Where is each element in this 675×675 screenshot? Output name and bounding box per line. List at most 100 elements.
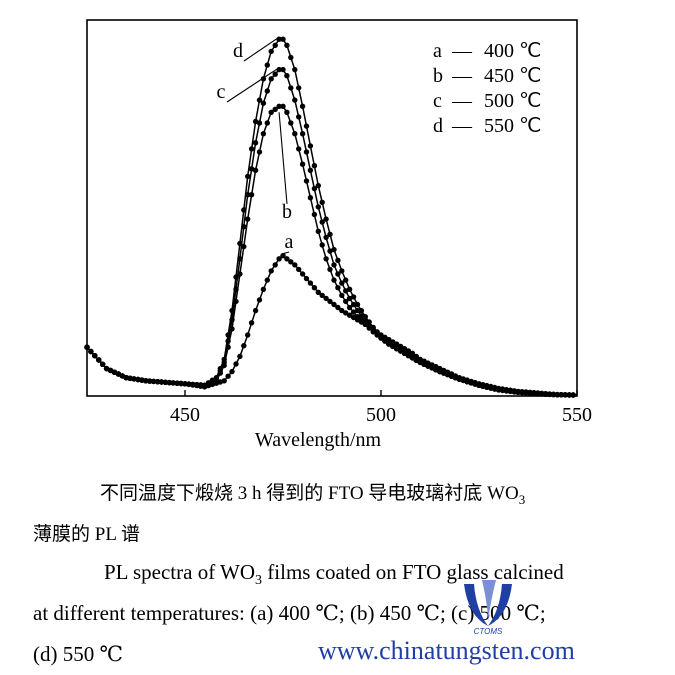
series-point-d xyxy=(511,389,517,395)
annotation-leader-d xyxy=(243,36,280,62)
series-point-d xyxy=(170,380,176,386)
series-point-d xyxy=(519,389,525,396)
series-point-b xyxy=(335,285,341,291)
series-point-a xyxy=(307,280,314,286)
series-point-d xyxy=(358,307,365,314)
series-point-d xyxy=(292,66,298,73)
legend-sep-d: — xyxy=(451,115,473,137)
logo-text: CTOMS xyxy=(474,627,503,636)
series-point-d xyxy=(350,294,357,300)
series-point-d xyxy=(346,286,353,292)
series-point-b xyxy=(331,277,337,283)
annotation-c: c xyxy=(217,81,226,103)
series-point-d xyxy=(233,274,239,280)
legend-label-b: 450 ℃ xyxy=(484,65,541,87)
series-point-b xyxy=(241,243,247,250)
series-point-a xyxy=(311,285,318,291)
series-point-d xyxy=(150,378,157,385)
series-point-c xyxy=(319,219,325,225)
series-point-d xyxy=(311,163,318,169)
series-point-b xyxy=(303,178,310,184)
series-point-d xyxy=(147,378,153,384)
series-point-a xyxy=(280,253,286,259)
series-point-a xyxy=(401,346,408,352)
series-point-b xyxy=(248,192,255,198)
series-point-d xyxy=(303,123,310,129)
series-point-b xyxy=(272,106,278,113)
series-point-d xyxy=(546,391,553,398)
series-point-d xyxy=(550,391,557,398)
series-point-b xyxy=(256,149,263,155)
series-point-d xyxy=(366,319,372,325)
series-point-a xyxy=(299,271,306,277)
series-point-a xyxy=(245,332,251,338)
series-point-c xyxy=(272,71,278,77)
series-point-c xyxy=(354,307,361,314)
series-point-d xyxy=(307,143,314,149)
series-point-a xyxy=(248,320,255,326)
series-point-d xyxy=(386,339,392,346)
series-point-b xyxy=(284,109,290,116)
annotation-leader-a xyxy=(282,251,290,255)
series-point-d xyxy=(272,42,278,48)
series-point-c xyxy=(335,271,341,277)
series-point-d xyxy=(241,207,247,213)
series-point-c xyxy=(288,85,294,91)
series-point-a xyxy=(331,301,337,308)
series-point-a xyxy=(296,266,302,273)
series-point-b xyxy=(288,120,294,126)
x-tick-label-2: 550 xyxy=(562,404,592,426)
series-point-d xyxy=(343,277,349,283)
legend-sep-b: — xyxy=(451,65,473,87)
series-point-d xyxy=(162,379,169,385)
series-point-d xyxy=(268,48,274,55)
series-point-d xyxy=(143,378,149,384)
series-point-d xyxy=(542,391,549,397)
series-point-d xyxy=(88,348,94,355)
series-point-a xyxy=(252,307,259,314)
series-point-d xyxy=(229,307,235,314)
legend-sep-c: — xyxy=(451,90,473,112)
series-point-d xyxy=(92,353,98,359)
series-point-a xyxy=(276,256,282,262)
series-point-d xyxy=(362,314,368,320)
series-point-c xyxy=(292,97,298,103)
series-point-d xyxy=(315,182,321,189)
series-point-d xyxy=(405,352,412,359)
series-point-b xyxy=(299,161,306,167)
series-point-a xyxy=(237,353,243,360)
series-point-d xyxy=(264,62,270,68)
legend-sep-a: — xyxy=(451,40,473,62)
series-point-c xyxy=(307,167,314,173)
series-point-c xyxy=(264,88,270,94)
series-point-d xyxy=(570,392,576,398)
series-point-d xyxy=(284,42,290,48)
series-point-c xyxy=(280,66,286,73)
series-point-d xyxy=(339,268,345,274)
series-point-a xyxy=(272,262,278,268)
series-point-d xyxy=(523,390,529,396)
series-point-d xyxy=(205,380,212,386)
series-point-b xyxy=(268,109,274,116)
series-point-a xyxy=(343,310,349,316)
series-point-d xyxy=(539,391,545,397)
series-point-d xyxy=(252,118,259,125)
legend-key-c: c xyxy=(433,90,442,112)
legend-label-a: 400 ℃ xyxy=(484,40,541,62)
series-point-d xyxy=(382,336,388,343)
series-point-b xyxy=(245,216,251,222)
series-point-a xyxy=(264,277,270,283)
series-point-a xyxy=(284,256,290,262)
series-point-c xyxy=(248,166,255,172)
legend-label-d: 550 ℃ xyxy=(484,115,541,137)
annotation-b: b xyxy=(282,201,292,223)
series-point-a xyxy=(260,286,267,292)
series-point-a xyxy=(397,343,404,350)
series-point-b xyxy=(292,131,298,137)
series-point-d xyxy=(296,85,302,91)
series-point-c xyxy=(296,114,302,120)
series-point-d xyxy=(409,355,416,361)
series-point-d xyxy=(335,257,341,263)
series-point-d xyxy=(213,375,220,381)
series-point-d xyxy=(100,361,106,367)
